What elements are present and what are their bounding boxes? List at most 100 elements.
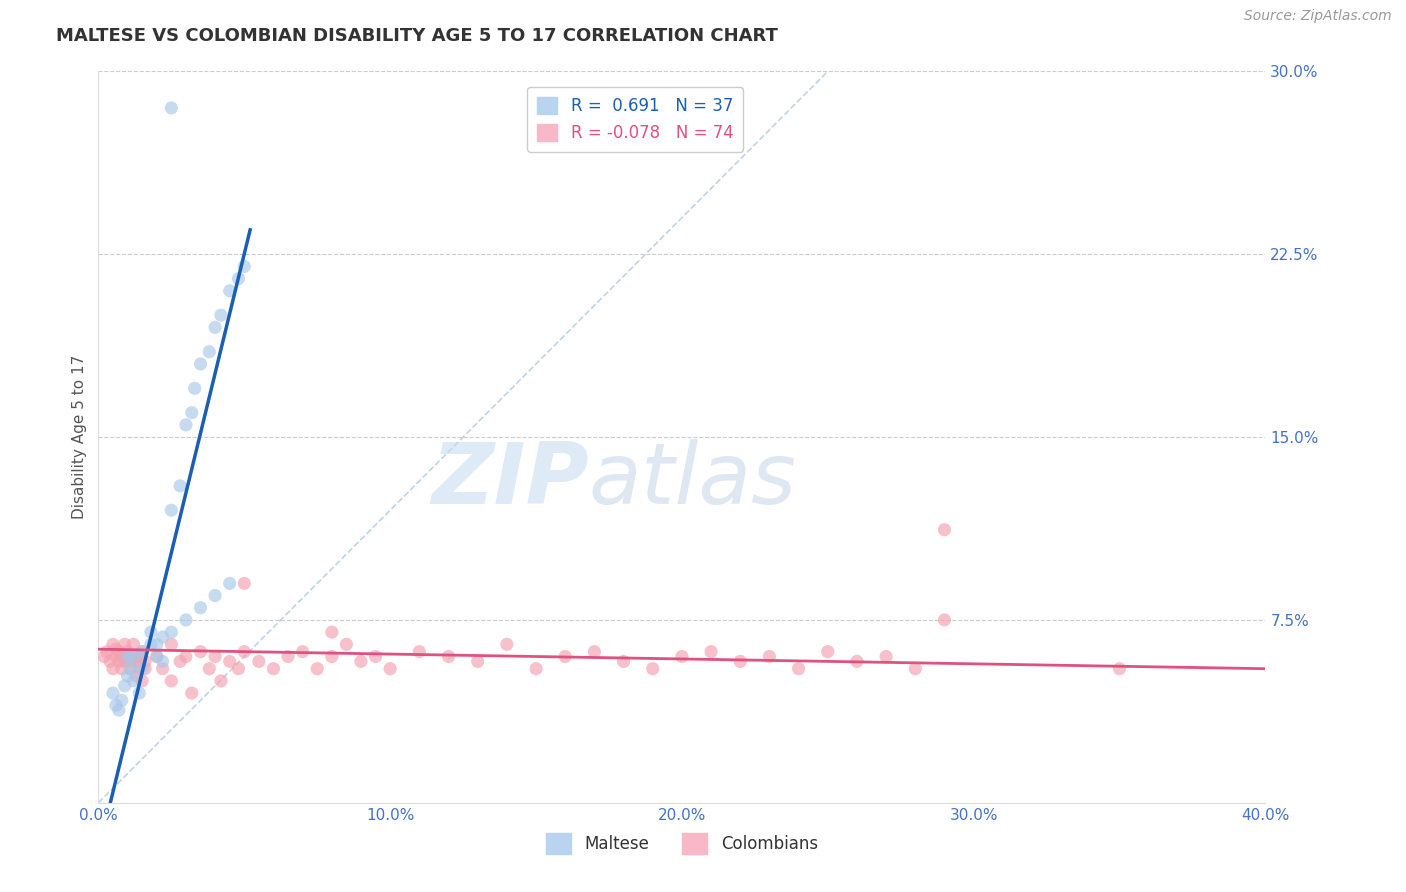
Point bbox=[787, 662, 810, 676]
Point bbox=[262, 662, 284, 676]
Point bbox=[174, 649, 197, 664]
Point bbox=[554, 649, 576, 664]
Point bbox=[228, 662, 250, 676]
Point bbox=[612, 654, 634, 668]
Point bbox=[321, 625, 343, 640]
Point bbox=[152, 662, 174, 676]
Point bbox=[160, 503, 183, 517]
Point bbox=[174, 613, 197, 627]
Point bbox=[120, 654, 142, 668]
Point bbox=[321, 649, 343, 664]
Point bbox=[122, 637, 145, 651]
Point bbox=[524, 662, 547, 676]
Legend: Maltese, Colombians: Maltese, Colombians bbox=[540, 827, 824, 860]
Text: ZIP: ZIP bbox=[430, 440, 589, 523]
Point bbox=[233, 576, 256, 591]
Point bbox=[134, 662, 156, 676]
Point bbox=[169, 479, 191, 493]
Point bbox=[120, 662, 142, 676]
Point bbox=[131, 645, 153, 659]
Point bbox=[108, 654, 131, 668]
Point bbox=[128, 686, 150, 700]
Point bbox=[117, 649, 139, 664]
Point bbox=[180, 406, 202, 420]
Point bbox=[111, 693, 134, 707]
Point bbox=[198, 662, 221, 676]
Point bbox=[190, 645, 212, 659]
Point bbox=[583, 645, 606, 659]
Point bbox=[190, 600, 212, 615]
Text: MALTESE VS COLOMBIAN DISABILITY AGE 5 TO 17 CORRELATION CHART: MALTESE VS COLOMBIAN DISABILITY AGE 5 TO… bbox=[56, 27, 778, 45]
Point bbox=[233, 260, 256, 274]
Point bbox=[228, 271, 250, 285]
Point bbox=[108, 645, 131, 659]
Point bbox=[209, 673, 232, 688]
Point bbox=[204, 649, 226, 664]
Point bbox=[758, 649, 780, 664]
Point bbox=[247, 654, 270, 668]
Point bbox=[291, 645, 314, 659]
Point bbox=[131, 645, 153, 659]
Point bbox=[700, 645, 723, 659]
Point bbox=[218, 654, 240, 668]
Point bbox=[101, 686, 124, 700]
Point bbox=[183, 381, 205, 395]
Point bbox=[209, 308, 232, 322]
Point bbox=[364, 649, 387, 664]
Point bbox=[934, 613, 956, 627]
Point bbox=[180, 686, 202, 700]
Point bbox=[146, 649, 169, 664]
Point bbox=[111, 662, 134, 676]
Point bbox=[152, 630, 174, 644]
Point bbox=[408, 645, 430, 659]
Point bbox=[190, 357, 212, 371]
Point bbox=[139, 637, 162, 651]
Point bbox=[169, 654, 191, 668]
Point bbox=[131, 662, 153, 676]
Text: atlas: atlas bbox=[589, 440, 797, 523]
Point bbox=[114, 654, 136, 668]
Point bbox=[146, 637, 169, 651]
Point bbox=[641, 662, 664, 676]
Point bbox=[131, 673, 153, 688]
Point bbox=[160, 101, 183, 115]
Point bbox=[114, 637, 136, 651]
Point bbox=[104, 642, 127, 657]
Point bbox=[104, 649, 127, 664]
Point bbox=[817, 645, 839, 659]
Point bbox=[108, 703, 131, 717]
Point bbox=[846, 654, 869, 668]
Point bbox=[111, 649, 134, 664]
Point bbox=[160, 625, 183, 640]
Point bbox=[904, 662, 927, 676]
Point bbox=[101, 637, 124, 651]
Point bbox=[93, 649, 115, 664]
Point bbox=[101, 662, 124, 676]
Point bbox=[98, 654, 121, 668]
Point bbox=[277, 649, 299, 664]
Point bbox=[125, 669, 148, 683]
Point bbox=[233, 645, 256, 659]
Point bbox=[160, 673, 183, 688]
Point bbox=[218, 284, 240, 298]
Point bbox=[152, 654, 174, 668]
Point bbox=[380, 662, 402, 676]
Point bbox=[730, 654, 752, 668]
Point bbox=[437, 649, 460, 664]
Point bbox=[128, 662, 150, 676]
Point bbox=[117, 645, 139, 659]
Point bbox=[174, 417, 197, 432]
Point bbox=[198, 344, 221, 359]
Point bbox=[204, 589, 226, 603]
Point bbox=[104, 698, 127, 713]
Point bbox=[1108, 662, 1130, 676]
Point bbox=[307, 662, 329, 676]
Point bbox=[122, 649, 145, 664]
Point bbox=[218, 576, 240, 591]
Point bbox=[160, 637, 183, 651]
Point bbox=[139, 625, 162, 640]
Point bbox=[204, 320, 226, 334]
Point bbox=[875, 649, 897, 664]
Point bbox=[122, 649, 145, 664]
Point bbox=[122, 673, 145, 688]
